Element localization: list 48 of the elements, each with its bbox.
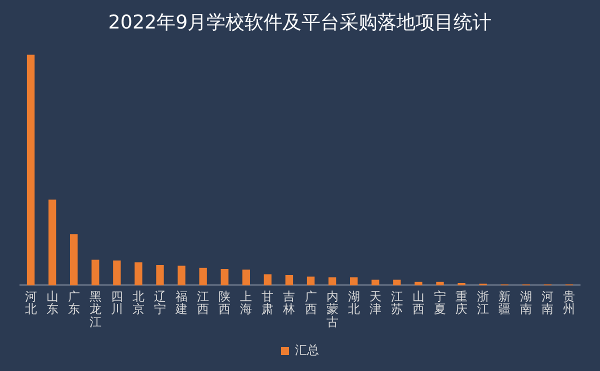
bar <box>70 234 78 286</box>
chart-title: 2022年9月学校软件及平台采购落地项目统计 <box>108 11 492 34</box>
x-tick-label: 广西 <box>304 290 317 316</box>
x-tick-label: 新疆 <box>498 290 511 316</box>
bar <box>414 282 422 286</box>
x-tick-label: 贵州 <box>563 290 576 316</box>
bar <box>26 54 35 286</box>
bar <box>92 260 100 286</box>
x-tick-label: 陕西 <box>218 290 231 316</box>
x-tick-label: 福建 <box>174 290 188 316</box>
bar <box>264 274 272 286</box>
bar <box>285 274 294 286</box>
x-tick-label: 重庆 <box>456 290 468 316</box>
x-tick-label: 河南 <box>542 290 554 316</box>
bar <box>156 265 164 286</box>
x-tick-label: 广东 <box>68 290 80 316</box>
bar <box>134 262 142 286</box>
bar <box>178 266 186 286</box>
x-tick-label: 内蒙古 <box>326 290 338 329</box>
bar <box>242 270 250 286</box>
bar <box>436 282 444 286</box>
x-tick-label: 湖南 <box>520 290 532 316</box>
x-tick-label: 湖北 <box>348 290 360 316</box>
x-tick-label: 黑龙江 <box>89 290 102 329</box>
x-tick-label: 山东 <box>46 290 58 316</box>
bar <box>328 277 336 286</box>
x-tick-label: 天津 <box>369 290 382 316</box>
x-tick-label: 上海 <box>240 290 252 316</box>
legend-label: 汇总 <box>295 343 319 358</box>
bar <box>350 277 358 286</box>
bar <box>393 280 401 286</box>
bar <box>113 260 121 286</box>
x-tick-label: 江西 <box>197 290 210 316</box>
x-tick-label: 山西 <box>412 290 424 316</box>
x-tick-label: 宁夏 <box>434 290 446 316</box>
x-tick-label: 北京 <box>132 290 144 316</box>
bar <box>199 268 207 286</box>
x-tick-label: 江苏 <box>390 290 403 316</box>
x-tick-label: 浙江 <box>477 290 490 316</box>
x-tick-label: 四川 <box>110 290 123 316</box>
x-tick-label: 吉林 <box>282 290 296 316</box>
bar <box>306 276 315 286</box>
x-tick-label: 河北 <box>24 290 37 316</box>
bar <box>48 200 56 286</box>
bar <box>372 280 380 286</box>
bar <box>220 268 228 286</box>
x-tick-label: 辽宁 <box>154 290 166 316</box>
x-tick-label: 甘肃 <box>262 290 274 316</box>
